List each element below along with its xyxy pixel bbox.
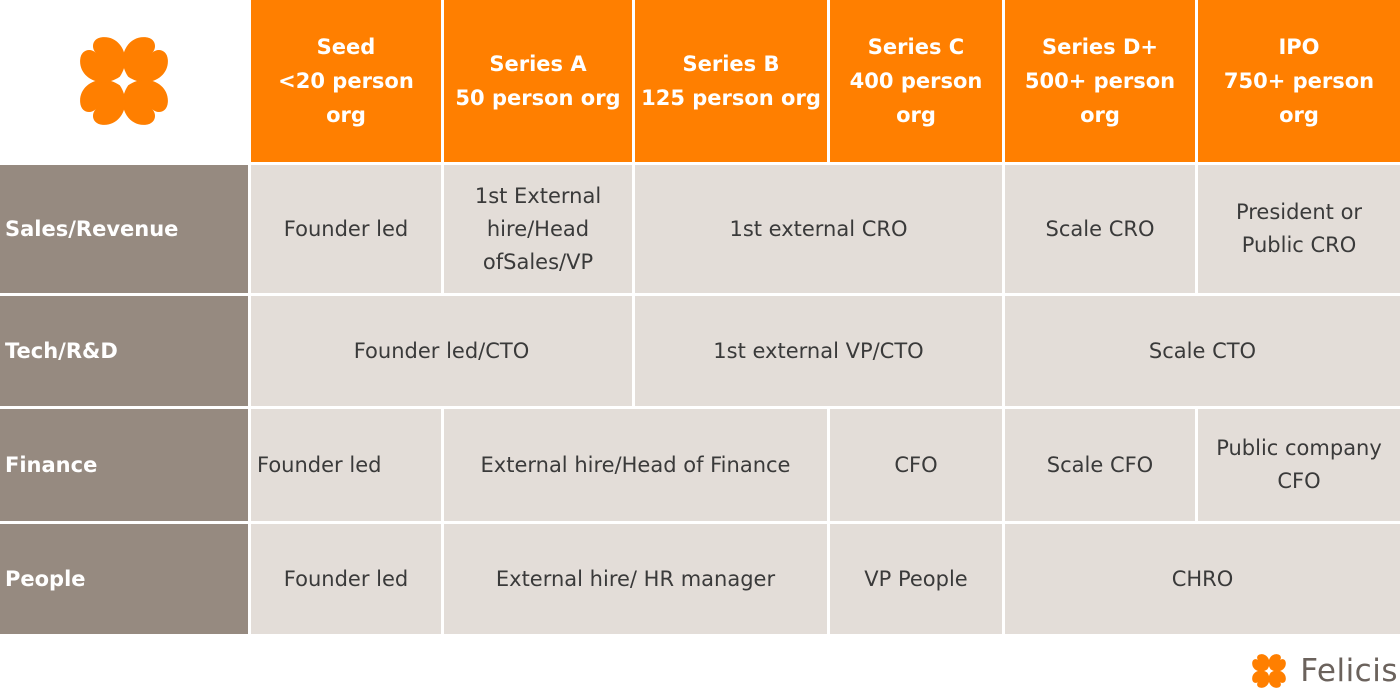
- header-ipo: IPO 750+ person org: [1198, 0, 1400, 162]
- row-label-people: People: [0, 524, 248, 634]
- finance-seed-cell: Founder led: [251, 409, 441, 521]
- four-leaf-clover-icon: [80, 37, 168, 125]
- brand-name: Felicis: [1300, 653, 1398, 689]
- header-series-a: Series A 50 person org: [444, 0, 632, 162]
- header-seed: Seed <20 person org: [251, 0, 441, 162]
- org-stage-table: Seed <20 person org Series A 50 person o…: [0, 0, 1400, 634]
- sales-series-b-c-cell: 1st external CRO: [635, 165, 1002, 293]
- finance-series-c-cell: CFO: [830, 409, 1002, 521]
- sales-series-a-cell: 1st External hire/Head ofSales/VP: [444, 165, 632, 293]
- people-series-a-b-cell: External hire/ HR manager: [444, 524, 827, 634]
- row-label-sales: Sales/Revenue: [0, 165, 248, 293]
- people-seed-cell: Founder led: [251, 524, 441, 634]
- sales-series-d-cell: Scale CRO: [1005, 165, 1195, 293]
- sales-seed-cell: Founder led: [251, 165, 441, 293]
- header-series-c: Series C 400 person org: [830, 0, 1002, 162]
- finance-ipo-cell: Public company CFO: [1198, 409, 1400, 521]
- finance-series-a-b-cell: External hire/Head of Finance: [444, 409, 827, 521]
- row-label-finance: Finance: [0, 409, 248, 521]
- finance-series-d-cell: Scale CFO: [1005, 409, 1195, 521]
- header-series-d: Series D+ 500+ person org: [1005, 0, 1195, 162]
- header-series-b: Series B 125 person org: [635, 0, 827, 162]
- row-label-tech: Tech/R&D: [0, 296, 248, 406]
- felicis-logo: Felicis: [1246, 648, 1398, 694]
- table-logo-cell: [0, 0, 248, 162]
- tech-seed-a-cell: Founder led/CTO: [251, 296, 632, 406]
- tech-series-d-ipo-cell: Scale CTO: [1005, 296, 1400, 406]
- tech-series-b-c-cell: 1st external VP/CTO: [635, 296, 1002, 406]
- people-series-c-cell: VP People: [830, 524, 1002, 634]
- four-leaf-clover-icon: [1252, 654, 1287, 688]
- people-series-d-ipo-cell: CHRO: [1005, 524, 1400, 634]
- sales-ipo-cell: President or Public CRO: [1198, 165, 1400, 293]
